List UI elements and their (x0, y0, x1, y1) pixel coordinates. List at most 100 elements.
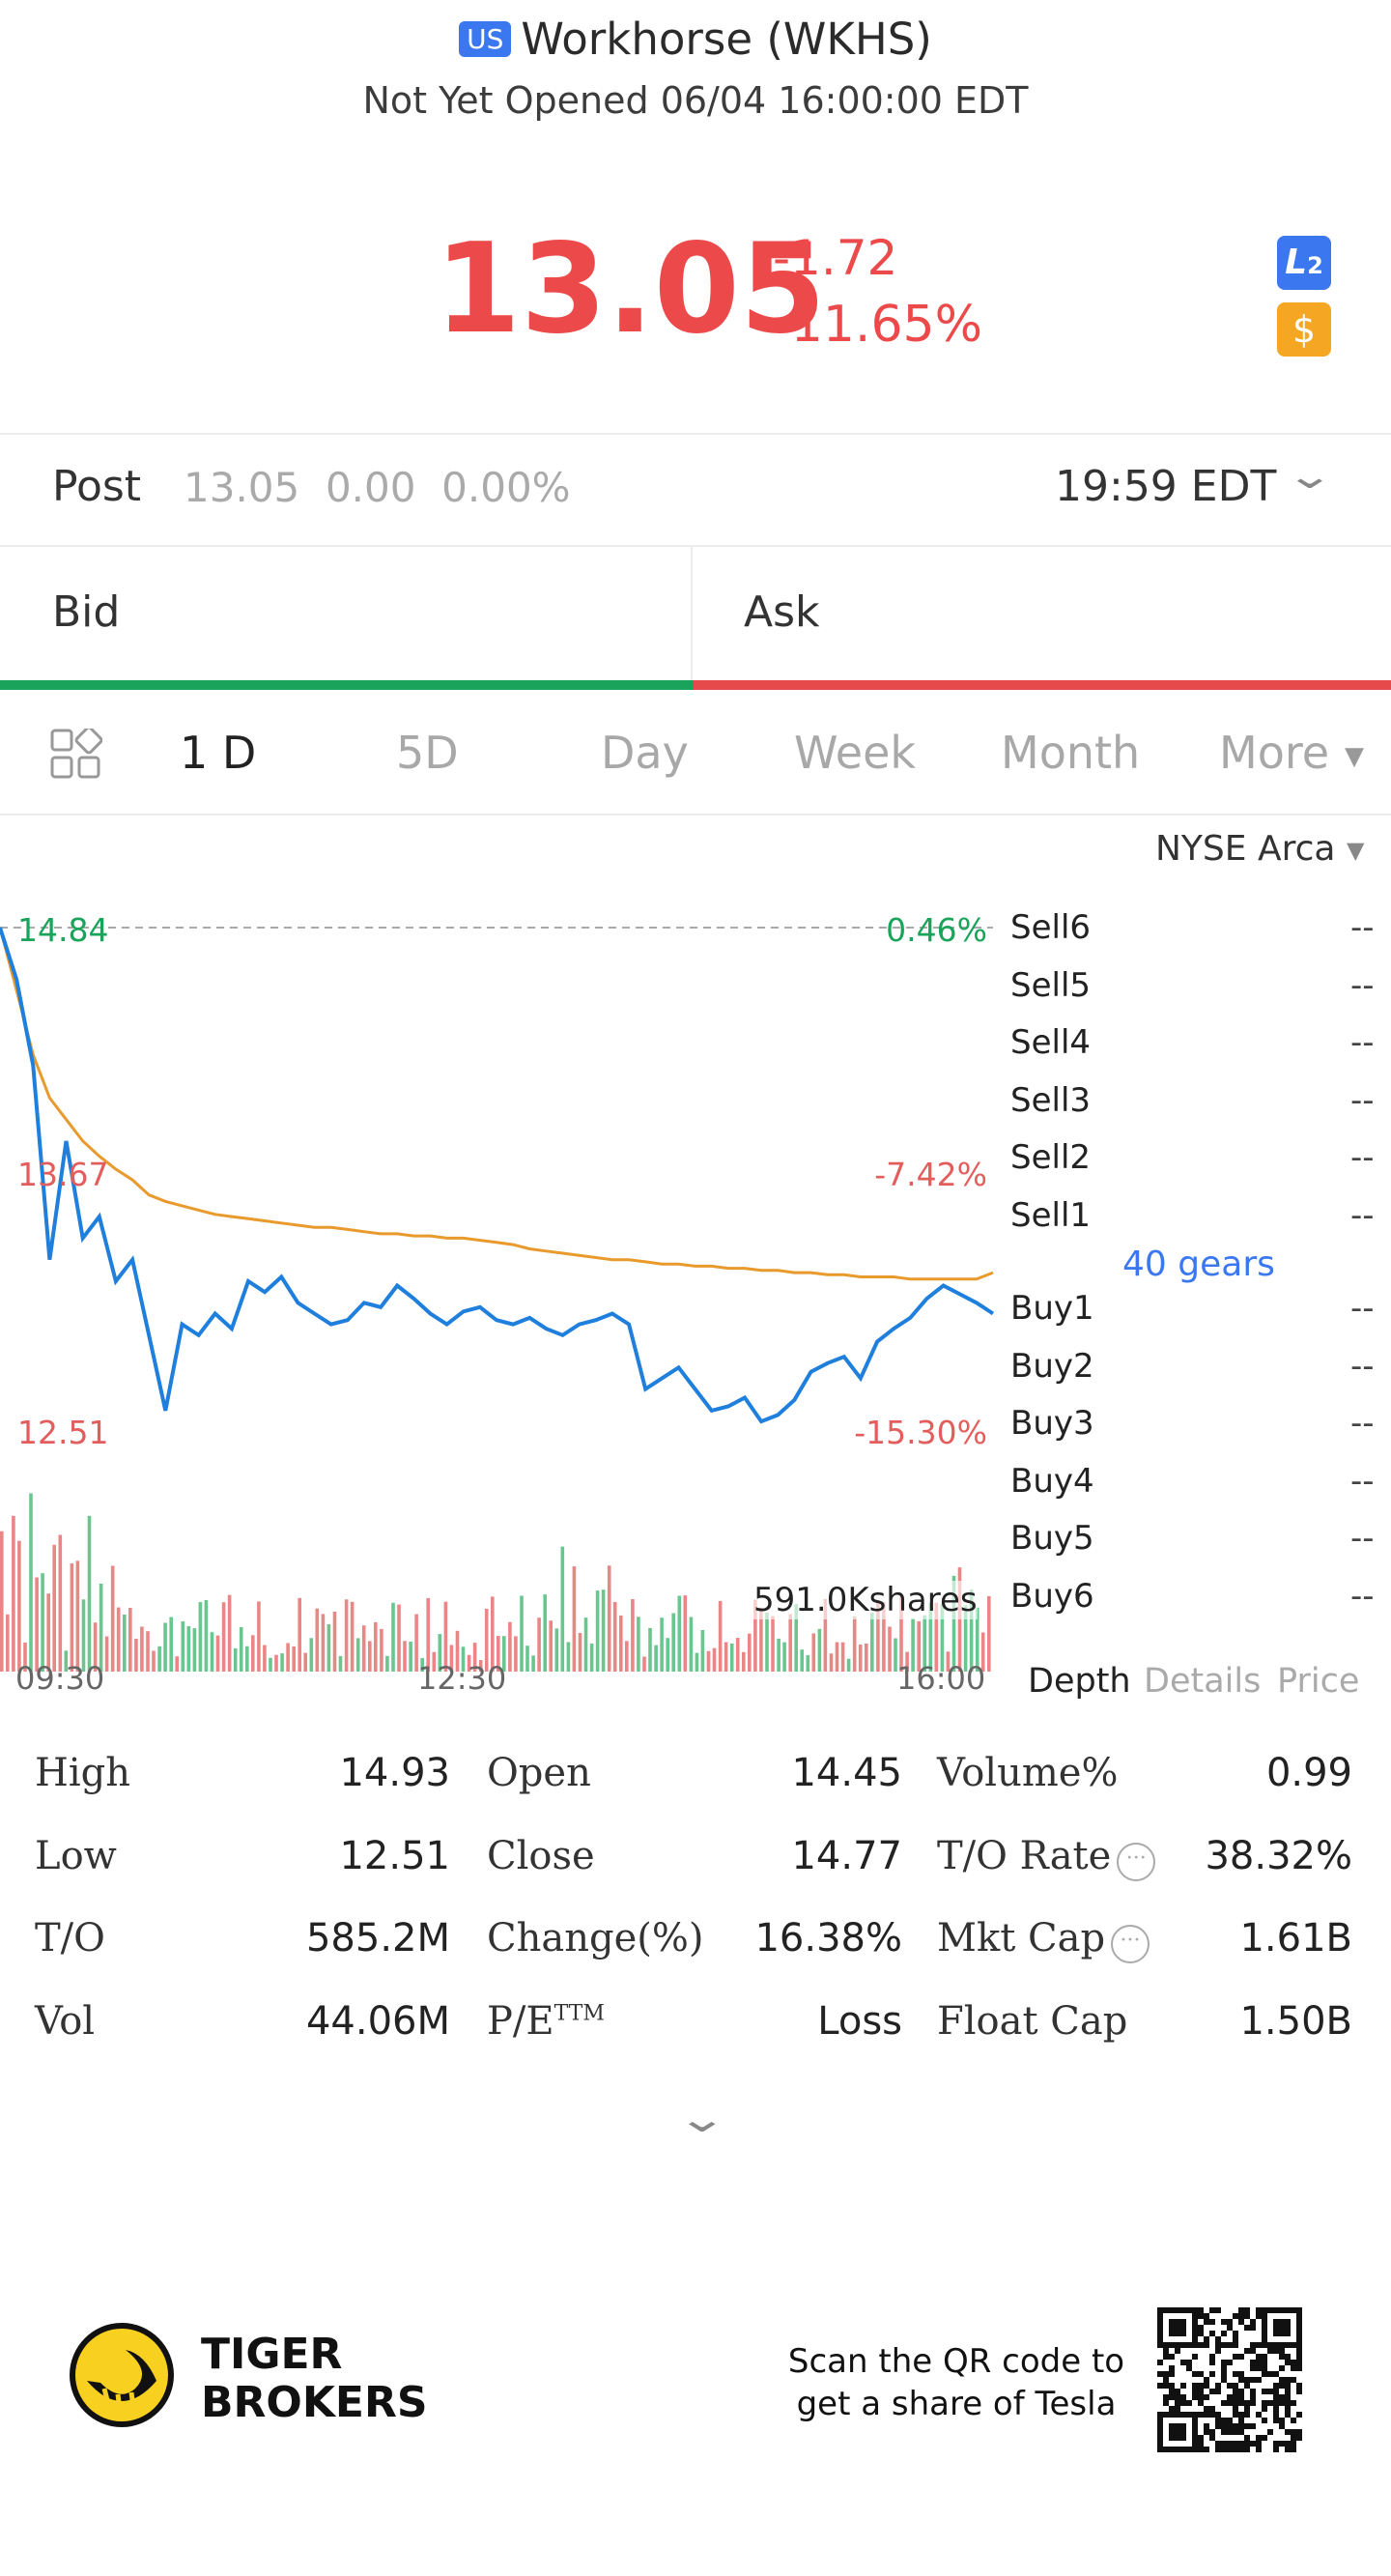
volume-bar (578, 1633, 582, 1672)
qr-module (1267, 2400, 1273, 2406)
chevron-down-icon[interactable]: ⌄ (675, 2097, 728, 2141)
volume-bar (637, 1617, 640, 1672)
volume-bar (303, 1652, 307, 1672)
qr-module (1163, 2348, 1169, 2354)
tab-day[interactable]: Day (601, 727, 689, 779)
volume-bar (12, 1515, 15, 1672)
volume-bar (549, 1620, 553, 1672)
qr-module (1285, 2377, 1291, 2383)
dollar-icon[interactable]: $ (1277, 302, 1331, 357)
qr-module (1273, 2447, 1279, 2452)
qr-module (1296, 2307, 1302, 2313)
qr-module (1244, 2313, 1250, 2319)
qr-module (1285, 2389, 1291, 2394)
qr-module (1279, 2325, 1285, 2331)
qr-module (1291, 2377, 1296, 2383)
qr-module (1296, 2354, 1302, 2360)
qr-module (1285, 2400, 1291, 2406)
qr-module (1169, 2394, 1175, 2400)
qr-module (1198, 2313, 1204, 2319)
intraday-chart[interactable]: 14.84 0.46% 13.67 -7.42% 12.51 -15.30% (0, 870, 1005, 1701)
volume-bar (689, 1617, 694, 1672)
volume-bar (472, 1643, 477, 1672)
qr-module (1250, 2423, 1256, 2429)
tab-more[interactable]: More (1219, 727, 1330, 779)
tab-1d[interactable]: 1 D (180, 727, 257, 779)
volume-bar (35, 1577, 39, 1672)
volume-bar (29, 1493, 33, 1672)
volume-bar (263, 1645, 267, 1672)
qr-module (1285, 2354, 1291, 2360)
bid-label[interactable]: Bid (52, 587, 121, 637)
qr-module (1192, 2429, 1198, 2435)
stat-label: Float Cap (937, 1999, 1127, 2044)
more-info-icon[interactable]: ··· (1111, 1925, 1150, 1963)
qr-module (1233, 2371, 1238, 2377)
tab-details[interactable]: Details (1144, 1662, 1262, 1701)
qr-module (1198, 2400, 1204, 2406)
chevron-down-icon[interactable]: ⌄ (1285, 454, 1335, 497)
qr-module (1163, 2400, 1169, 2406)
caret-down-icon[interactable]: ▼ (1347, 837, 1365, 864)
qr-module (1198, 2441, 1204, 2447)
volume-bars (0, 1493, 991, 1672)
qr-module (1221, 2342, 1227, 2348)
qr-module (1256, 2360, 1262, 2365)
qr-module (1204, 2342, 1209, 2348)
qr-module (1209, 2406, 1215, 2412)
qr-module (1204, 2313, 1209, 2319)
volume-bar (771, 1616, 775, 1672)
volume-bar (350, 1601, 355, 1672)
ask-label[interactable]: Ask (744, 587, 820, 637)
qr-module (1273, 2348, 1279, 2354)
volume-bar (269, 1657, 272, 1672)
tab-week[interactable]: Week (794, 727, 917, 779)
tab-depth[interactable]: Depth (1028, 1662, 1131, 1701)
volume-bar (81, 1599, 86, 1672)
qr-module (1244, 2406, 1250, 2412)
volume-bar (729, 1644, 734, 1672)
tab-5d[interactable]: 5D (396, 727, 459, 779)
qr-module (1250, 2400, 1256, 2406)
tab-month[interactable]: Month (1001, 727, 1141, 779)
qr-module (1285, 2325, 1291, 2331)
average-price-line (0, 927, 994, 1281)
volume-bar (175, 1656, 179, 1672)
tab-price[interactable]: Price (1277, 1662, 1360, 1701)
qr-module (1157, 2429, 1163, 2435)
stat-label: Close (487, 1834, 595, 1878)
gears-label[interactable]: 40 gears (1122, 1245, 1275, 1284)
buy-level-label: Buy5 (1010, 1519, 1094, 1559)
grid-icon[interactable] (50, 729, 102, 781)
qr-module (1238, 2423, 1244, 2429)
qr-module (1285, 2307, 1291, 2313)
level2-icon[interactable]: L2 (1277, 236, 1331, 290)
brand-name: TIGER BROKERS (201, 2331, 428, 2427)
stat-label: Open (487, 1751, 591, 1795)
qr-module (1198, 2307, 1204, 2313)
qr-module (1180, 2360, 1186, 2365)
qr-module (1256, 2412, 1262, 2418)
pct-level-mid: -7.42% (874, 1156, 987, 1193)
volume-bar (718, 1600, 723, 1672)
volume-bar (409, 1642, 412, 1672)
caret-down-icon[interactable]: ▼ (1345, 742, 1364, 771)
qr-module (1262, 2418, 1267, 2423)
volume-bar (116, 1607, 121, 1672)
qr-module (1279, 2342, 1285, 2348)
buy-level-label: Buy3 (1010, 1404, 1094, 1444)
stat-label-text: Volume% (937, 1751, 1119, 1795)
qr-module (1209, 2389, 1215, 2394)
qr-module (1238, 2418, 1244, 2423)
qr-module (1227, 2319, 1233, 2325)
qr-module (1262, 2307, 1267, 2313)
more-info-icon[interactable]: ··· (1117, 1842, 1156, 1881)
stat-value: Loss (817, 1998, 902, 2044)
exchange-selector[interactable]: NYSE Arca (1155, 829, 1336, 869)
sell-level-value: -- (1350, 1196, 1375, 1235)
price-line (0, 927, 995, 1424)
volume-bar (583, 1617, 588, 1672)
volume-bar (186, 1626, 191, 1672)
qr-module (1285, 2441, 1291, 2447)
qr-module (1285, 2331, 1291, 2336)
